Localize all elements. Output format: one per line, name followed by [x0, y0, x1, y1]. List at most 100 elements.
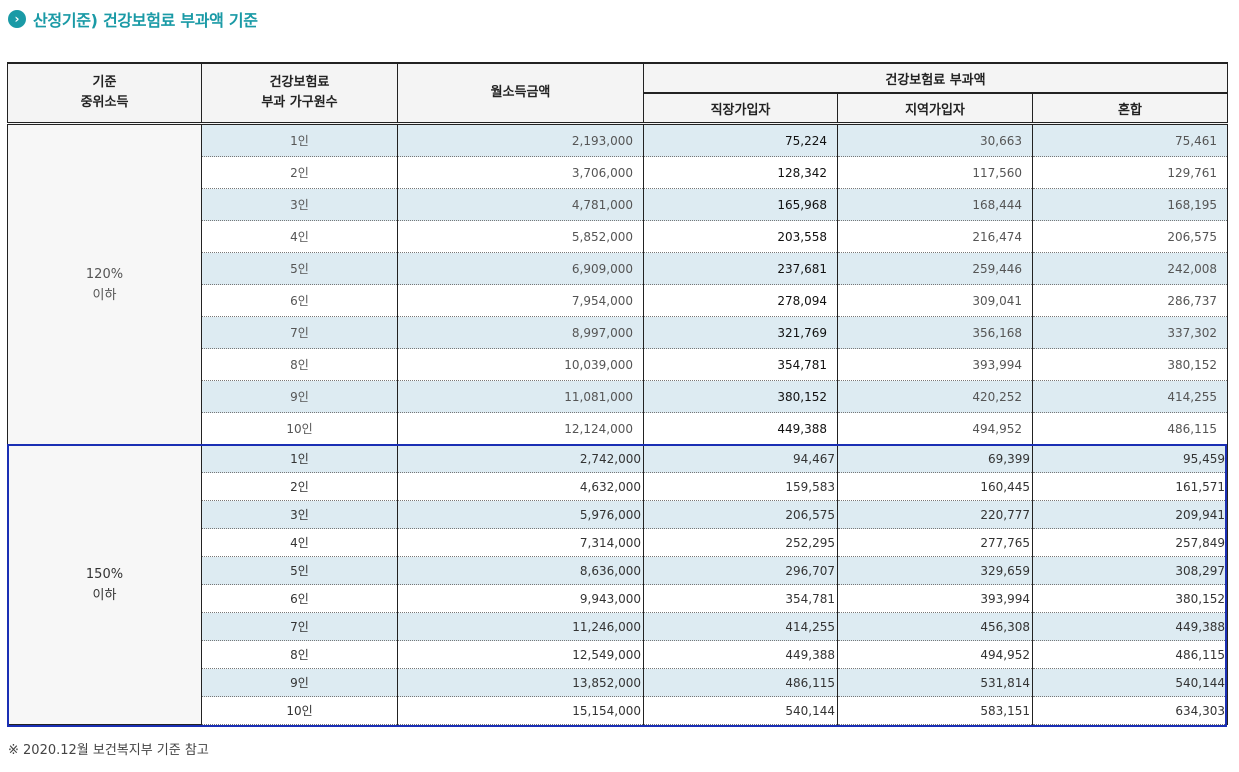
monthly-income: 2,193,000 — [397, 123, 644, 157]
table-row: 5인 6,909,000 237,681 259,446 242,008 — [8, 252, 1229, 285]
household-count: 7인 — [201, 316, 398, 349]
header-regional: 지역가입자 — [837, 92, 1033, 125]
household-count: 1인 — [201, 123, 398, 157]
regional-premium: 393,994 — [837, 584, 1033, 613]
table-row: 120% 이하 1인 2,193,000 75,224 30,663 75,461 — [7, 123, 1229, 445]
employee-premium: 414,255 — [643, 612, 838, 641]
regional-premium: 420,252 — [837, 380, 1033, 413]
household-count: 9인 — [201, 668, 398, 697]
table-row: 4인 5,852,000 203,558 216,474 206,575 — [8, 220, 1229, 253]
monthly-income: 5,852,000 — [397, 220, 644, 253]
monthly-income: 11,081,000 — [397, 380, 644, 413]
header-employee: 직장가입자 — [643, 92, 838, 125]
group-150: 150% 이하 1인 2,742,000 94,467 69,399 95,459 2인 4,… — [7, 444, 1229, 725]
chevron-right-icon: › — [8, 10, 26, 28]
employee-premium: 380,152 — [643, 380, 838, 413]
table-row: 2인 3,706,000 128,342 117,560 129,761 — [8, 156, 1229, 189]
employee-premium: 321,769 — [643, 316, 838, 349]
monthly-income: 3,706,000 — [397, 156, 644, 189]
mixed-premium: 286,737 — [1031, 284, 1229, 317]
regional-premium: 117,560 — [837, 156, 1033, 189]
mixed-premium: 209,941 — [1031, 500, 1229, 529]
monthly-income: 8,997,000 — [397, 316, 644, 349]
employee-premium: 128,342 — [643, 156, 838, 189]
employee-premium: 354,781 — [643, 584, 838, 613]
employee-premium: 278,094 — [643, 284, 838, 317]
table-row: 9인 11,081,000 380,152 420,252 414,255 — [8, 380, 1229, 413]
median-income-group: 150% 이하 — [7, 444, 202, 725]
table-row: 9인 13,852,000 486,115 531,814 540,144 — [8, 668, 1229, 697]
household-count: 8인 — [201, 640, 398, 669]
mixed-premium: 380,152 — [1031, 584, 1229, 613]
monthly-income: 11,246,000 — [397, 612, 644, 641]
employee-premium: 75,224 — [643, 123, 838, 157]
employee-premium: 449,388 — [643, 412, 838, 445]
employee-premium: 449,388 — [643, 640, 838, 669]
regional-premium: 30,663 — [837, 123, 1033, 157]
regional-premium: 531,814 — [837, 668, 1033, 697]
monthly-income: 6,909,000 — [397, 252, 644, 285]
monthly-income: 5,976,000 — [397, 500, 644, 529]
household-count: 5인 — [201, 252, 398, 285]
mixed-premium: 129,761 — [1031, 156, 1229, 189]
regional-premium: 494,952 — [837, 640, 1033, 669]
employee-premium: 354,781 — [643, 348, 838, 381]
mixed-premium: 308,297 — [1031, 556, 1229, 585]
monthly-income: 13,852,000 — [397, 668, 644, 697]
table-row: 7인 8,997,000 321,769 356,168 337,302 — [8, 316, 1229, 349]
household-count: 3인 — [201, 188, 398, 221]
mixed-premium: 95,459 — [1031, 444, 1229, 473]
household-count: 5인 — [201, 556, 398, 585]
group-120: 120% 이하 1인 2,193,000 75,224 30,663 75,461 2인 3,… — [7, 123, 1229, 445]
table-row: 10인 12,124,000 449,388 494,952 486,115 — [8, 412, 1229, 445]
monthly-income: 12,124,000 — [397, 412, 644, 445]
header-median-income-label: 기준 중위소득 — [80, 75, 129, 110]
table-row: 5인 8,636,000 296,707 329,659 308,297 — [8, 556, 1229, 585]
household-count: 6인 — [201, 584, 398, 613]
employee-premium: 94,467 — [643, 444, 838, 473]
monthly-income: 2,742,000 — [397, 444, 644, 473]
regional-premium: 277,765 — [837, 528, 1033, 557]
employee-premium: 203,558 — [643, 220, 838, 253]
header-median-income: 기준 중위소득 — [7, 62, 202, 125]
monthly-income: 7,954,000 — [397, 284, 644, 317]
mixed-premium: 257,849 — [1031, 528, 1229, 557]
monthly-income: 12,549,000 — [397, 640, 644, 669]
table-row: 8인 12,549,000 449,388 494,952 486,115 — [8, 640, 1229, 669]
regional-premium: 309,041 — [837, 284, 1033, 317]
household-count: 6인 — [201, 284, 398, 317]
monthly-income: 15,154,000 — [397, 696, 644, 725]
monthly-income: 9,943,000 — [397, 584, 644, 613]
household-count: 7인 — [201, 612, 398, 641]
regional-premium: 220,777 — [837, 500, 1033, 529]
header-monthly-income: 월소득금액 — [397, 62, 644, 125]
mixed-premium: 486,115 — [1031, 640, 1229, 669]
table-row: 3인 4,781,000 165,968 168,444 168,195 — [8, 188, 1229, 221]
mixed-premium: 206,575 — [1031, 220, 1229, 253]
household-count: 1인 — [201, 444, 398, 473]
mixed-premium: 242,008 — [1031, 252, 1229, 285]
table-row: 3인 5,976,000 206,575 220,777 209,941 — [8, 500, 1229, 529]
employee-premium: 486,115 — [643, 668, 838, 697]
household-count: 8인 — [201, 348, 398, 381]
regional-premium: 160,445 — [837, 472, 1033, 501]
table-row: 8인 10,039,000 354,781 393,994 380,152 — [8, 348, 1229, 381]
mixed-premium: 380,152 — [1031, 348, 1229, 381]
regional-premium: 259,446 — [837, 252, 1033, 285]
household-count: 4인 — [201, 220, 398, 253]
header-households-label: 건강보험료 부과 가구원수 — [261, 75, 338, 110]
household-count: 4인 — [201, 528, 398, 557]
employee-premium: 540,144 — [643, 696, 838, 725]
table-row: 2인 4,632,000 159,583 160,445 161,571 — [8, 472, 1229, 501]
mixed-premium: 75,461 — [1031, 123, 1229, 157]
employee-premium: 252,295 — [643, 528, 838, 557]
regional-premium: 393,994 — [837, 348, 1033, 381]
header-households: 건강보험료 부과 가구원수 — [201, 62, 398, 125]
employee-premium: 237,681 — [643, 252, 838, 285]
regional-premium: 216,474 — [837, 220, 1033, 253]
regional-premium: 69,399 — [837, 444, 1033, 473]
mixed-premium: 540,144 — [1031, 668, 1229, 697]
premium-table: 기준 중위소득 건강보험료 부과 가구원수 월소득금액 건강보험료 부과액 직장… — [7, 62, 1229, 725]
table-row: 150% 이하 1인 2,742,000 94,467 69,399 95,459 — [7, 444, 1229, 725]
header-premium: 건강보험료 부과액 — [642, 62, 1229, 94]
